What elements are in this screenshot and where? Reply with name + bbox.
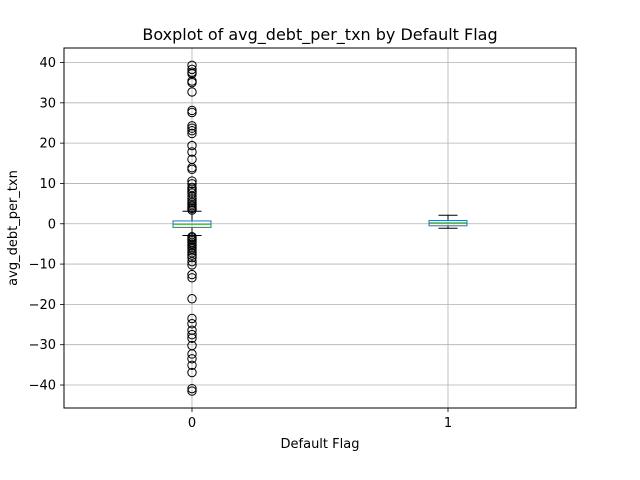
- outlier-point: [187, 64, 197, 75]
- outlier-point: [187, 386, 197, 396]
- outlier-point: [187, 77, 197, 88]
- outlier-point: [187, 128, 197, 139]
- y-tick-label: −30: [29, 338, 56, 353]
- boxes: [172, 60, 468, 396]
- y-tick-label: 40: [39, 56, 56, 71]
- outlier-point: [187, 191, 197, 202]
- outlier-point: [187, 125, 197, 136]
- x-tick-label: 0: [188, 416, 196, 431]
- outlier-point: [187, 188, 197, 198]
- outlier-point: [187, 121, 197, 131]
- outlier-point: [187, 179, 197, 189]
- outlier-point: [187, 313, 197, 324]
- y-tick-label: 10: [39, 177, 56, 192]
- y-tick-label: −10: [29, 258, 56, 273]
- x-tick-label: 1: [444, 416, 452, 431]
- y-tick-label: 20: [39, 137, 56, 152]
- plot-frame: [63, 47, 577, 409]
- outlier-point: [187, 164, 197, 175]
- outlier-point: [187, 205, 197, 215]
- y-tick-label: 30: [39, 96, 56, 111]
- outlier-point: [187, 349, 197, 359]
- chart-title: Boxplot of avg_debt_per_txn by Default F…: [142, 25, 497, 45]
- outlier-point: [187, 273, 197, 283]
- outlier-point: [187, 123, 197, 133]
- axis-ticks: −40 −30 −20 −10 0 10 20 30 40 0 1: [29, 56, 453, 431]
- y-tick-label: −20: [29, 298, 56, 313]
- outlier-point: [187, 87, 197, 97]
- outlier-point: [187, 147, 197, 157]
- y-tick-label: −40: [29, 379, 56, 394]
- y-axis-label: avg_debt_per_txn: [6, 170, 21, 286]
- outlier-point: [187, 354, 197, 364]
- outlier-point: [187, 367, 197, 378]
- outlier-point: [187, 107, 197, 118]
- outlier-point: [187, 250, 197, 260]
- outlier-point: [187, 256, 197, 267]
- x-axis-label: Default Flag: [281, 437, 360, 452]
- grid-lines: [64, 48, 576, 408]
- outlier-point: [187, 333, 197, 343]
- box-group-0: [172, 60, 212, 396]
- outlier-point: [187, 269, 197, 280]
- outlier-point: [187, 360, 197, 370]
- outlier-point: [187, 294, 197, 304]
- outlier-point: [187, 260, 197, 270]
- outlier-point: [187, 252, 197, 263]
- y-tick-label: 0: [48, 217, 56, 232]
- outlier-point: [187, 383, 197, 394]
- outlier-point: [187, 319, 197, 329]
- box-group-1: [428, 214, 468, 229]
- outlier-point: [187, 329, 197, 340]
- outlier-point: [187, 140, 197, 151]
